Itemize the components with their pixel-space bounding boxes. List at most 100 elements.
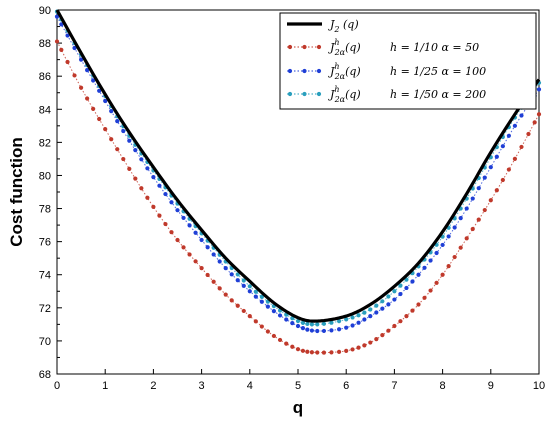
- legend: J2 (q) Jh 2α(q) h = 1/10 α = 50 Jh 2α(q) h = 1…: [279, 12, 537, 110]
- series-point: [241, 278, 246, 283]
- series-layer: [54, 9, 542, 355]
- series-point: [127, 138, 132, 143]
- series-line: [55, 9, 541, 323]
- x-tick-label: 10: [533, 380, 545, 392]
- series-point: [59, 22, 64, 27]
- series-point: [386, 328, 391, 333]
- series-point: [295, 318, 301, 324]
- series-point: [428, 288, 433, 293]
- series-point: [350, 347, 355, 352]
- series-point: [247, 289, 252, 294]
- series-point: [54, 39, 60, 44]
- series-point: [398, 291, 403, 297]
- series-point: [482, 175, 487, 180]
- series-point: [315, 328, 320, 334]
- series-point: [163, 191, 168, 197]
- series-point: [404, 285, 409, 291]
- y-tick-label: 88: [39, 38, 51, 50]
- series-point: [440, 242, 445, 248]
- y-tick-label: 86: [39, 71, 51, 83]
- series-2: [54, 39, 542, 355]
- series-point: [259, 324, 264, 329]
- x-tick-label: 2: [150, 380, 156, 392]
- series-point: [344, 325, 349, 330]
- series-point: [253, 319, 258, 324]
- legend-swatch-point: [316, 91, 322, 97]
- legend-swatch-point: [316, 44, 322, 50]
- y-tick-label: 84: [39, 104, 51, 116]
- y-tick-label: 68: [39, 369, 51, 381]
- legend-box: [279, 12, 537, 110]
- series-point: [410, 279, 415, 284]
- series-point: [536, 87, 542, 92]
- series-point: [199, 237, 204, 243]
- series-point: [404, 313, 409, 319]
- series-point: [398, 283, 403, 288]
- series-point: [494, 188, 499, 193]
- series-point: [229, 298, 234, 303]
- series-point: [362, 310, 367, 315]
- series-point: [506, 133, 511, 138]
- legend-swatch-point: [302, 68, 307, 74]
- series-point: [374, 303, 379, 308]
- y-tick-label: 70: [39, 336, 51, 348]
- series-point: [65, 33, 70, 38]
- series-1: [55, 9, 541, 323]
- series-point: [54, 14, 60, 19]
- series-point: [235, 278, 240, 283]
- series-point: [519, 113, 524, 118]
- series-point: [315, 322, 320, 327]
- series-point: [392, 289, 397, 294]
- series-point: [536, 112, 542, 117]
- series-point: [217, 286, 222, 291]
- series-point: [329, 320, 334, 325]
- series-point: [139, 186, 144, 191]
- series-point: [410, 308, 415, 313]
- series-point: [464, 206, 469, 211]
- series-point: [344, 348, 349, 353]
- legend-swatch-point: [302, 44, 307, 50]
- legend-label: Jh 2α(q): [328, 85, 361, 104]
- series-point: [97, 116, 102, 122]
- series-point: [85, 96, 90, 101]
- series-point: [72, 73, 77, 78]
- series-point: [321, 321, 327, 326]
- series-point: [321, 350, 327, 355]
- series-point: [91, 78, 96, 83]
- legend-swatch-point: [302, 91, 307, 97]
- series-point: [356, 313, 361, 318]
- series-point: [79, 57, 84, 62]
- series-point: [211, 279, 216, 284]
- series-point: [103, 98, 108, 104]
- series-point: [422, 265, 427, 270]
- x-axis-ticks: 0 1 2 3 4 5 6 7 8 9 10: [54, 369, 545, 392]
- series-point: [223, 266, 228, 271]
- series-point: [476, 217, 481, 222]
- series-point: [458, 245, 463, 250]
- series-point: [374, 337, 379, 342]
- legend-params: h = 1/10 α = 50: [390, 41, 479, 54]
- series-point: [386, 302, 391, 307]
- series-point: [151, 204, 156, 209]
- series-point: [512, 123, 518, 128]
- y-axis-ticks: 68 70 72 74 76 78 80 82 84 86 88 90: [39, 5, 62, 381]
- series-point: [526, 131, 531, 137]
- series-point: [175, 237, 180, 243]
- series-point: [253, 289, 258, 294]
- legend-label: Jh 2α(q): [328, 62, 361, 81]
- series-point: [163, 221, 168, 227]
- series-point: [315, 350, 320, 355]
- series-point: [133, 148, 138, 153]
- series-point: [247, 313, 252, 319]
- series-point: [199, 266, 204, 271]
- series-point: [329, 328, 334, 333]
- x-tick-label: 0: [54, 380, 60, 392]
- series-point: [290, 321, 295, 326]
- series-point: [157, 183, 162, 188]
- y-tick-label: 72: [39, 303, 51, 315]
- series-point: [241, 308, 246, 314]
- series-point: [151, 175, 156, 180]
- series-point: [109, 137, 114, 142]
- series-point: [416, 272, 421, 277]
